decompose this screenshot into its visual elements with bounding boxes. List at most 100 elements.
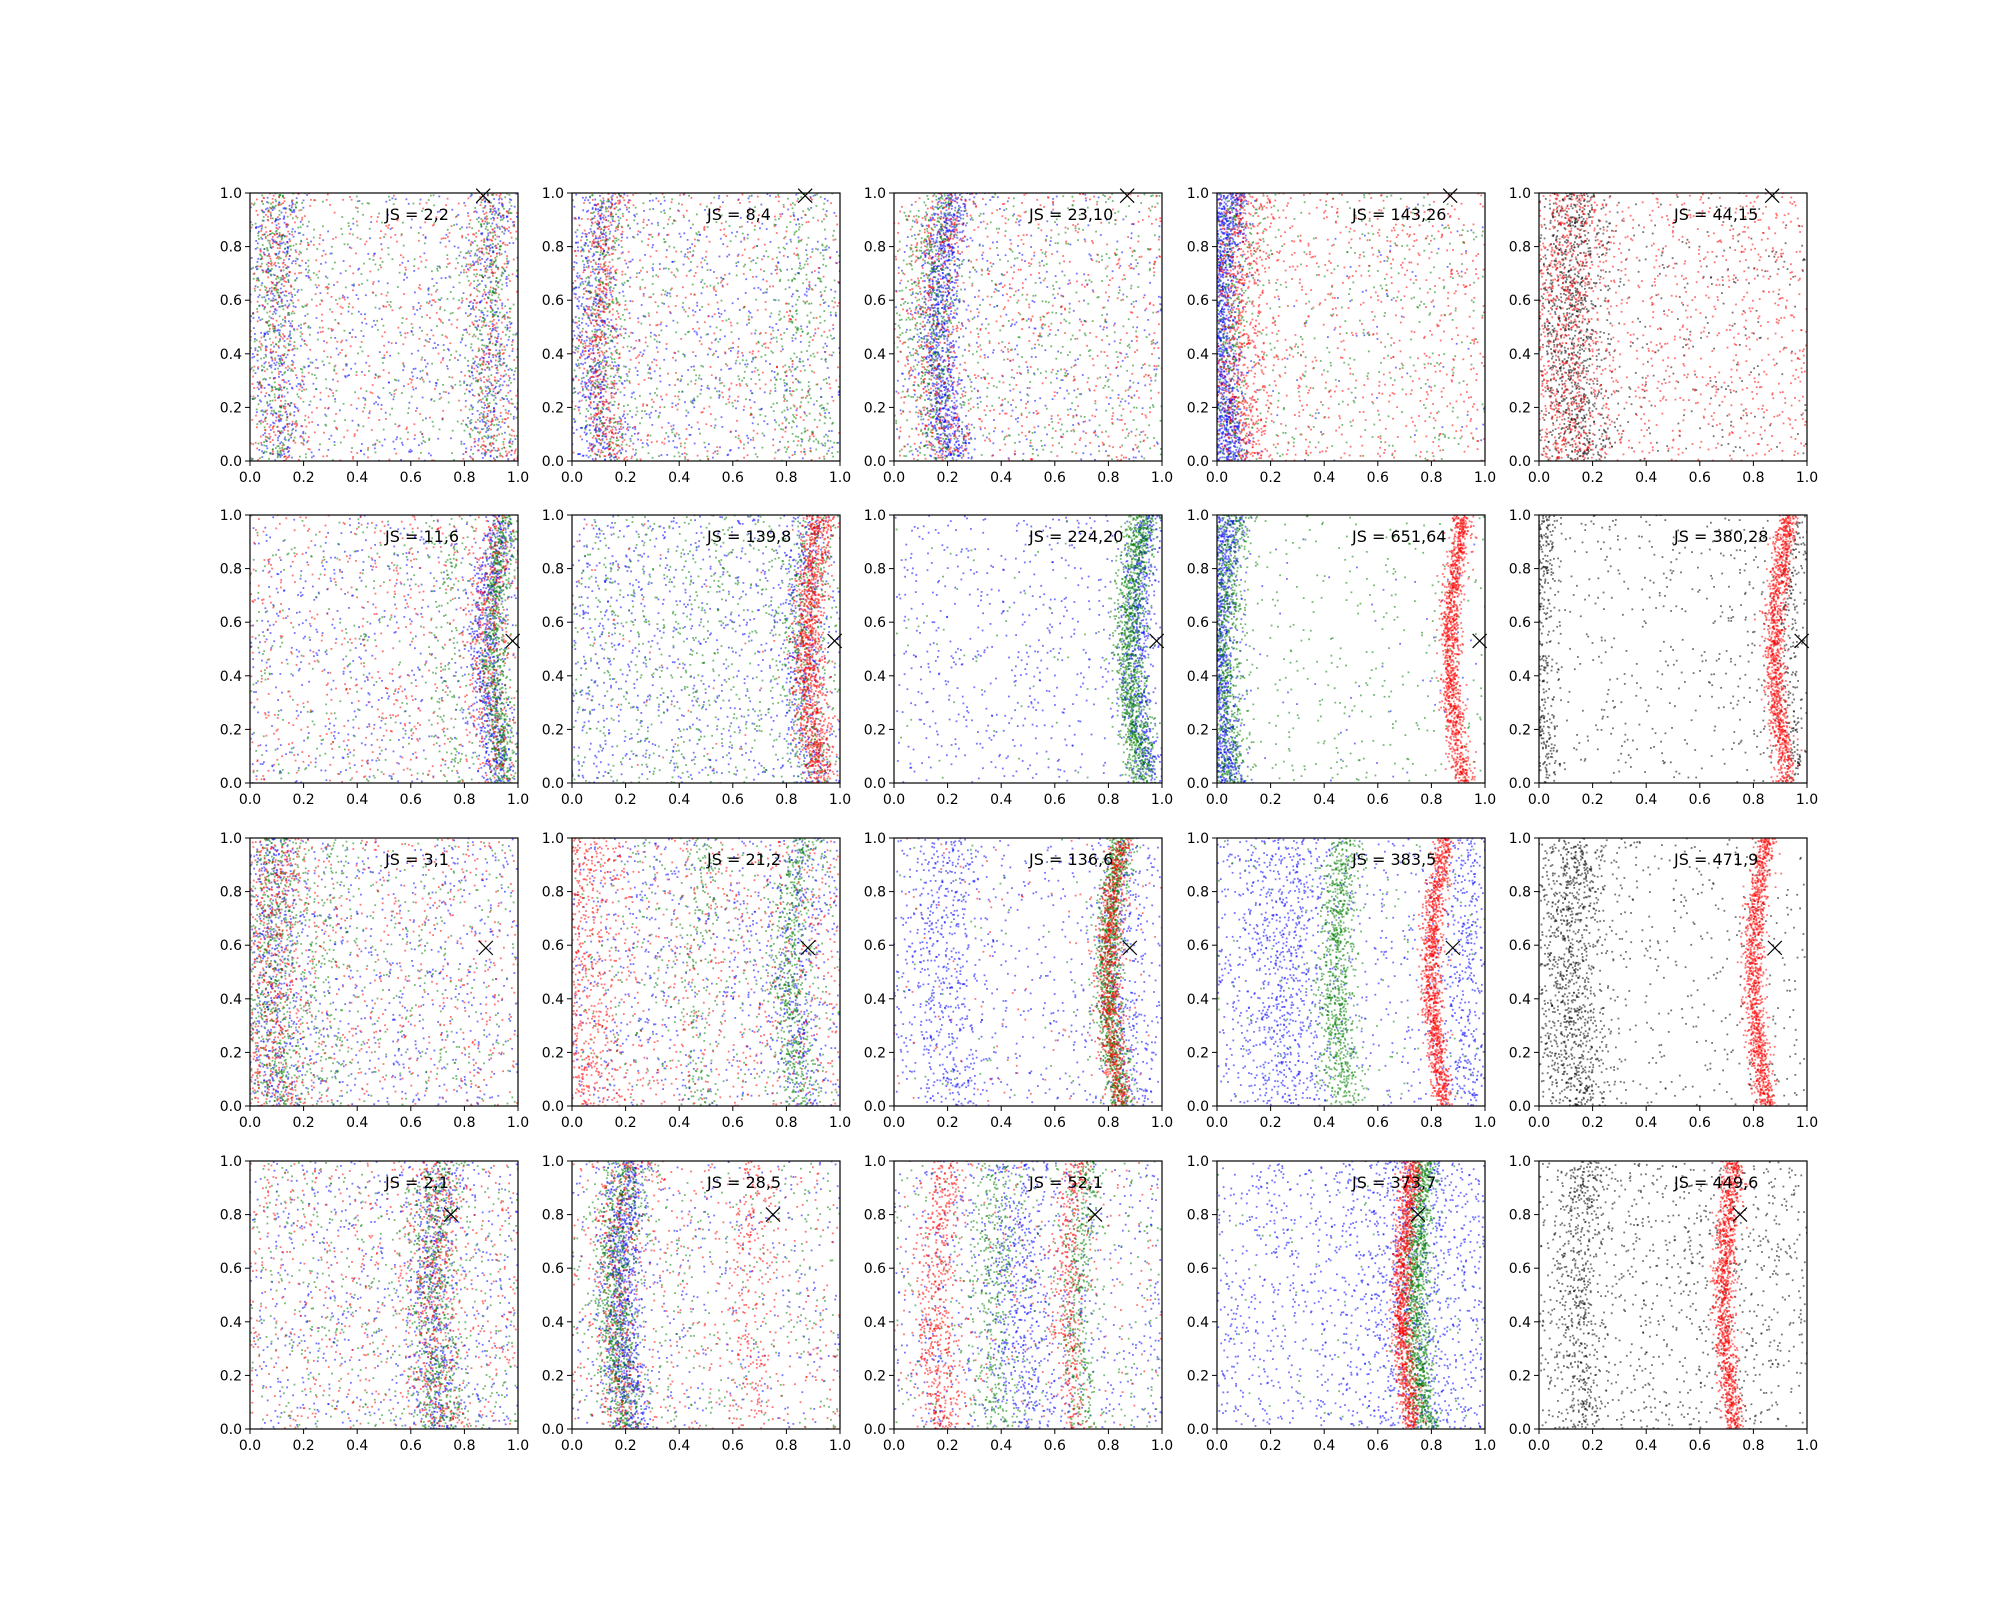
scatter-point: [606, 303, 608, 305]
scatter-point: [284, 381, 286, 383]
scatter-point: [797, 445, 799, 447]
scatter-point: [385, 306, 387, 308]
scatter-point: [478, 400, 480, 402]
scatter-point: [488, 292, 490, 294]
scatter-point: [828, 450, 830, 452]
scatter-point: [273, 239, 275, 241]
scatter-point: [449, 359, 451, 361]
scatter-point: [471, 322, 473, 324]
scatter-point: [590, 365, 592, 367]
scatter-point: [357, 200, 359, 202]
scatter-point: [813, 440, 815, 442]
scatter-point: [492, 291, 494, 293]
scatter-point: [820, 196, 822, 198]
scatter-point: [452, 430, 454, 432]
scatter-point: [491, 269, 493, 271]
scatter-point: [784, 410, 786, 412]
scatter-point: [282, 338, 284, 340]
scatter-point: [283, 197, 285, 199]
scatter-point: [661, 399, 663, 401]
scatter-point: [650, 332, 652, 334]
scatter-point: [689, 247, 691, 249]
scatter-point: [288, 439, 290, 441]
scatter-point: [268, 202, 270, 204]
scatter-point: [327, 292, 329, 294]
scatter-point: [360, 346, 362, 348]
scatter-point: [310, 279, 312, 281]
scatter-point: [269, 331, 271, 333]
scatter-point: [429, 381, 431, 383]
scatter-point: [480, 412, 482, 414]
scatter-point: [260, 230, 262, 232]
scatter-point: [506, 228, 508, 230]
x-tick-label: 0.0: [239, 470, 261, 486]
scatter-point: [654, 392, 656, 394]
scatter-point: [511, 205, 513, 207]
scatter-point: [483, 254, 485, 256]
scatter-point: [404, 332, 406, 334]
scatter-point: [267, 220, 269, 222]
scatter-point: [469, 375, 471, 377]
scatter-point: [487, 393, 489, 395]
scatter-point: [485, 325, 487, 327]
scatter-point: [255, 349, 257, 351]
scatter-point: [325, 378, 327, 380]
scatter-point: [278, 244, 280, 246]
scatter-point: [824, 229, 826, 231]
scatter-point: [279, 218, 281, 220]
scatter-point: [295, 243, 297, 245]
scatter-point: [383, 429, 385, 431]
scatter-point: [438, 196, 440, 198]
scatter-point: [394, 234, 396, 236]
scatter-point: [292, 260, 294, 262]
scatter-point: [456, 224, 458, 226]
scatter-point: [470, 294, 472, 296]
scatter-point: [469, 385, 471, 387]
scatter-point: [453, 286, 455, 288]
scatter-point: [265, 354, 267, 356]
scatter-point: [392, 197, 394, 199]
scatter-point: [269, 242, 271, 244]
scatter-point: [330, 337, 332, 339]
scatter-point: [649, 414, 651, 416]
scatter-point: [593, 231, 595, 233]
scatter-point: [259, 381, 261, 383]
scatter-point: [391, 342, 393, 344]
scatter-point: [501, 433, 503, 435]
scatter-point: [696, 302, 698, 304]
scatter-point: [617, 423, 619, 425]
scatter-point: [279, 332, 281, 334]
scatter-point: [495, 402, 497, 404]
scatter-point: [496, 435, 498, 437]
scatter-point: [582, 318, 584, 320]
scatter-point: [278, 204, 280, 206]
scatter-point: [263, 357, 265, 359]
scatter-point: [279, 232, 281, 234]
scatter-point: [273, 311, 275, 313]
scatter-point: [586, 408, 588, 410]
scatter-point: [426, 372, 428, 374]
scatter-point: [259, 341, 261, 343]
scatter-point: [776, 402, 778, 404]
scatter-point: [501, 202, 503, 204]
scatter-point: [461, 302, 463, 304]
scatter-point: [598, 263, 600, 265]
scatter-point: [479, 251, 481, 253]
scatter-point: [469, 391, 471, 393]
scatter-point: [297, 410, 299, 412]
scatter-point: [489, 250, 491, 252]
scatter-point: [395, 389, 397, 391]
scatter-point: [499, 212, 501, 214]
scatter-point: [772, 327, 774, 329]
scatter-point: [472, 394, 474, 396]
scatter-point: [335, 427, 337, 429]
scatter-point: [341, 349, 343, 351]
scatter-point: [301, 426, 303, 428]
scatter-point: [471, 383, 473, 385]
scatter-point: [277, 282, 279, 284]
scatter-point: [577, 298, 579, 300]
scatter-point: [252, 458, 254, 460]
scatter-point: [482, 219, 484, 221]
scatter-point: [592, 458, 594, 460]
scatter-point: [604, 448, 606, 450]
